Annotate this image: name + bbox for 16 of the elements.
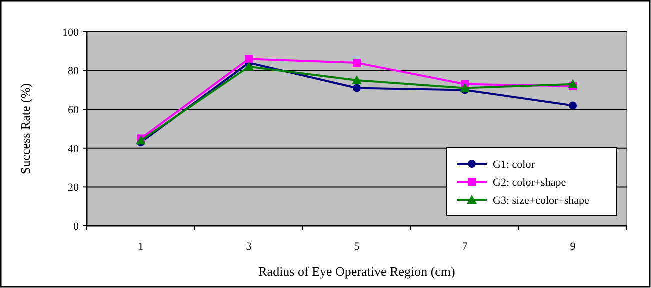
x-axis-title: Radius of Eye Operative Region (cm) [258,264,456,279]
x-tick-label: 7 [462,241,468,253]
y-tick-label: 20 [68,182,80,194]
y-tick-label: 0 [74,220,80,233]
x-tick-label: 9 [570,241,576,253]
y-tick-label: 40 [68,143,80,156]
legend-label: G1: color [493,158,536,171]
x-tick-label: 5 [354,241,360,253]
y-tick-label: 100 [62,26,80,39]
y-tick-label: 60 [68,104,80,116]
legend-label: G2: color+shape [493,176,566,189]
x-tick-label: 1 [138,241,144,253]
x-tick-label: 3 [246,241,252,253]
legend-label: G3: size+color+shape [493,194,590,207]
y-tick-label: 80 [68,66,80,78]
y-axis-title: Success Rate (%) [18,84,33,174]
